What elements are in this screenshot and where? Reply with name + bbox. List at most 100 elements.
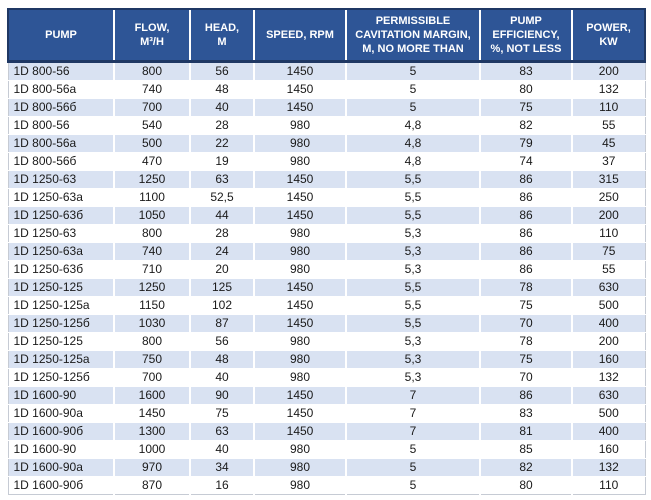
speed-value-cell: 1450: [253, 314, 346, 333]
head-value-cell: 40: [189, 440, 254, 459]
power-value-cell: 630: [571, 386, 646, 405]
head-value-cell: 48: [189, 80, 254, 99]
speed-value-cell: 980: [253, 116, 346, 135]
power-value-cell: 500: [571, 296, 646, 315]
speed-value-cell: 1450: [253, 170, 346, 189]
pump-name-cell: 1D 1600-90: [7, 440, 114, 459]
efficiency-value-cell: 74: [479, 152, 572, 171]
cavitation-margin-value-cell: 5,5: [345, 206, 480, 225]
speed-value-cell: 1450: [253, 386, 346, 405]
table-row: 1D 1250-63б 1050 44 1450 5,5 86 200: [7, 206, 646, 225]
efficiency-value-cell: 82: [479, 458, 572, 477]
cavitation-margin-value-cell: 4,8: [345, 134, 480, 153]
cavitation-margin-value-cell: 5,3: [345, 350, 480, 369]
flow-value-cell: 1050: [113, 206, 190, 225]
power-value-cell: 55: [571, 116, 646, 135]
power-value-cell: 110: [571, 476, 646, 495]
header-cell-head: HEAD, M: [189, 8, 254, 63]
speed-value-cell: 1450: [253, 80, 346, 99]
power-value-cell: 75: [571, 242, 646, 261]
head-value-cell: 22: [189, 134, 254, 153]
flow-value-cell: 1300: [113, 422, 190, 441]
pump-name-cell: 1D 1600-90a: [7, 404, 114, 423]
pump-name-cell: 1D 1250-125a: [7, 296, 114, 315]
power-value-cell: 132: [571, 458, 646, 477]
speed-value-cell: 1450: [253, 404, 346, 423]
pump-name-cell: 1D 1250-63б: [7, 260, 114, 279]
flow-value-cell: 700: [113, 368, 190, 387]
header-row: PUMP FLOW, M³/H HEAD, M SPEED, RPM PERMISSIB…: [7, 8, 646, 63]
power-value-cell: 160: [571, 440, 646, 459]
efficiency-value-cell: 78: [479, 278, 572, 297]
head-value-cell: 24: [189, 242, 254, 261]
table-row: 1D 1250-125a 1150 102 1450 5,5 75 500: [7, 296, 646, 315]
head-value-cell: 75: [189, 404, 254, 423]
speed-value-cell: 1450: [253, 206, 346, 225]
head-value-cell: 56: [189, 332, 254, 351]
speed-value-cell: 980: [253, 476, 346, 495]
pump-name-cell: 1D 1600-90a: [7, 458, 114, 477]
efficiency-value-cell: 85: [479, 440, 572, 459]
head-value-cell: 44: [189, 206, 254, 225]
table-row: 1D 1250-63 800 28 980 5,3 86 110: [7, 224, 646, 243]
pump-name-cell: 1D 800-56б: [7, 152, 114, 171]
speed-value-cell: 980: [253, 224, 346, 243]
table-row: 1D 1250-63a 1100 52,5 1450 5,5 86 250: [7, 188, 646, 207]
power-value-cell: 110: [571, 98, 646, 117]
table-row: 1D 800-56a 500 22 980 4,8 79 45: [7, 134, 646, 153]
efficiency-value-cell: 70: [479, 314, 572, 333]
speed-value-cell: 1450: [253, 61, 346, 81]
cavitation-margin-value-cell: 5,5: [345, 188, 480, 207]
efficiency-value-cell: 81: [479, 422, 572, 441]
pump-name-cell: 1D 1250-125a: [7, 350, 114, 369]
head-value-cell: 63: [189, 170, 254, 189]
head-value-cell: 28: [189, 116, 254, 135]
flow-value-cell: 540: [113, 116, 190, 135]
speed-value-cell: 1450: [253, 296, 346, 315]
cavitation-margin-value-cell: 7: [345, 422, 480, 441]
flow-value-cell: 1250: [113, 278, 190, 297]
table-row: 1D 1250-63б 710 20 980 5,3 86 55: [7, 260, 646, 279]
header-cell-efficiency: PUMP EFFICIENCY, %, NOT LESS: [479, 8, 572, 63]
table-body: 1D 800-56 800 56 1450 5 83 200 1D 800-56a 740 48 1…: [7, 61, 646, 495]
power-value-cell: 250: [571, 188, 646, 207]
pump-name-cell: 1D 1250-125б: [7, 314, 114, 333]
head-value-cell: 16: [189, 476, 254, 495]
header-cell-power: POWER, KW: [571, 8, 646, 63]
pump-name-cell: 1D 1600-90: [7, 386, 114, 405]
speed-value-cell: 980: [253, 368, 346, 387]
efficiency-value-cell: 80: [479, 80, 572, 99]
flow-value-cell: 500: [113, 134, 190, 153]
pump-name-cell: 1D 1250-63б: [7, 206, 114, 225]
cavitation-margin-value-cell: 5,5: [345, 296, 480, 315]
cavitation-margin-value-cell: 5: [345, 458, 480, 477]
power-value-cell: 400: [571, 314, 646, 333]
efficiency-value-cell: 80: [479, 476, 572, 495]
cavitation-margin-value-cell: 5,5: [345, 278, 480, 297]
table-row: 1D 1600-90 1000 40 980 5 85 160: [7, 440, 646, 459]
cavitation-margin-value-cell: 5: [345, 80, 480, 99]
efficiency-value-cell: 86: [479, 170, 572, 189]
flow-value-cell: 1030: [113, 314, 190, 333]
head-value-cell: 34: [189, 458, 254, 477]
pump-name-cell: 1D 1250-125: [7, 278, 114, 297]
cavitation-margin-value-cell: 4,8: [345, 152, 480, 171]
head-value-cell: 125: [189, 278, 254, 297]
speed-value-cell: 980: [253, 350, 346, 369]
efficiency-value-cell: 75: [479, 98, 572, 117]
table-row: 1D 1250-63 1250 63 1450 5,5 86 315: [7, 170, 646, 189]
power-value-cell: 315: [571, 170, 646, 189]
efficiency-value-cell: 86: [479, 386, 572, 405]
pump-name-cell: 1D 1250-63: [7, 224, 114, 243]
power-value-cell: 132: [571, 368, 646, 387]
pump-name-cell: 1D 1250-125б: [7, 368, 114, 387]
power-value-cell: 500: [571, 404, 646, 423]
head-value-cell: 102: [189, 296, 254, 315]
cavitation-margin-value-cell: 5,5: [345, 170, 480, 189]
cavitation-margin-value-cell: 5,5: [345, 314, 480, 333]
table-row: 1D 800-56 800 56 1450 5 83 200: [7, 61, 646, 81]
flow-value-cell: 700: [113, 98, 190, 117]
efficiency-value-cell: 75: [479, 350, 572, 369]
speed-value-cell: 980: [253, 242, 346, 261]
